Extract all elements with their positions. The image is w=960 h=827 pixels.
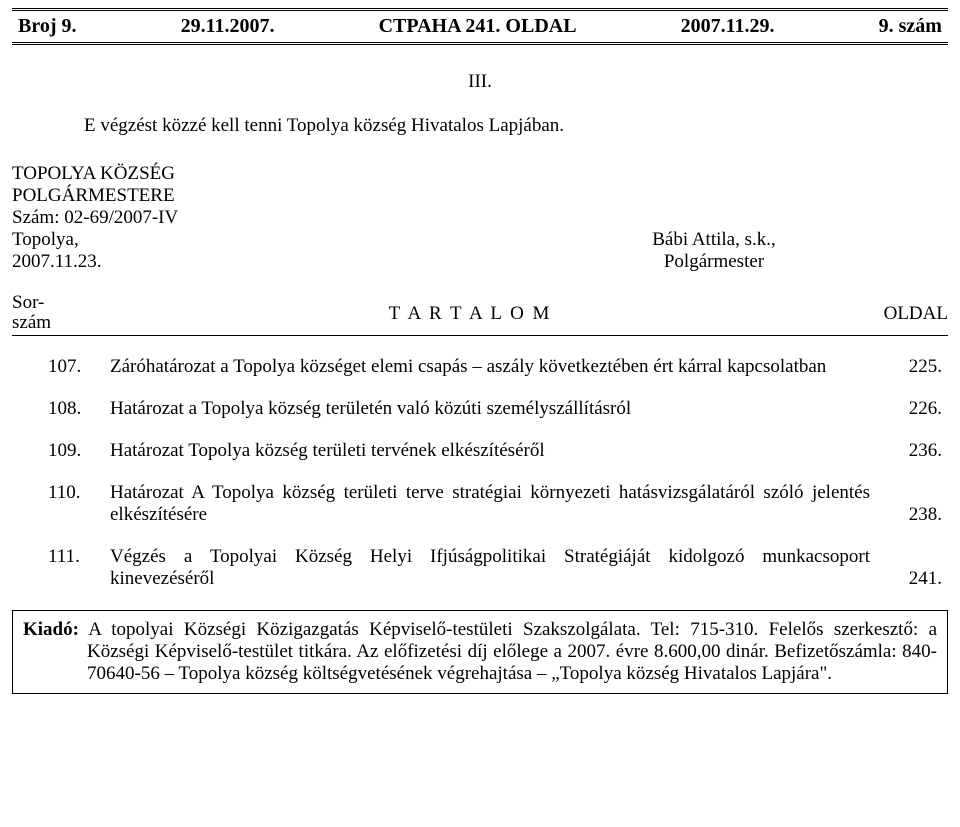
toc-num: 111. xyxy=(48,546,102,590)
issuer-org-2: POLGÁRMESTERE xyxy=(12,185,480,207)
toc-row: 111. Végzés a Topolyai Község Helyi Ifjú… xyxy=(48,546,942,590)
section-number: III. xyxy=(12,71,948,93)
issuer-block: TOPOLYA KÖZSÉG POLGÁRMESTERE Szám: 02-69… xyxy=(12,163,480,273)
toc-page: 226. xyxy=(878,398,942,420)
toc-header-title: T A R T A L O M xyxy=(102,303,838,333)
toc-row: 110. Határozat A Topolya község területi… xyxy=(48,482,942,526)
toc-header-sorszam: Sor- szám xyxy=(12,293,102,333)
toc-text: Végzés a Topolyai Község Helyi Ifjúságpo… xyxy=(110,546,870,590)
toc-page: 236. xyxy=(878,440,942,462)
header-date-left: 29.11.2007. xyxy=(181,15,275,38)
header-left: Broj 9. xyxy=(18,15,77,38)
header-right: 9. szám xyxy=(879,15,942,38)
toc-text: Határozat Topolya község területi tervén… xyxy=(110,440,870,462)
toc-list: 107. Záróhatározat a Topolya községet el… xyxy=(12,356,948,590)
toc-header-sor1: Sor- xyxy=(12,292,44,313)
toc-header-sor2: szám xyxy=(12,312,51,333)
toc-text: Záróhatározat a Topolya községet elemi c… xyxy=(110,356,870,378)
toc-num: 110. xyxy=(48,482,102,526)
toc-text: Határozat a Topolya község területén val… xyxy=(110,398,870,420)
toc-num: 108. xyxy=(48,398,102,420)
issuer-ref: Szám: 02-69/2007-IV xyxy=(12,207,480,229)
signer-block: Bábi Attila, s.k., Polgármester xyxy=(480,229,948,273)
publisher-lead: Kiadó: xyxy=(23,619,79,640)
header-center: CTPAHA 241. OLDAL xyxy=(379,15,577,38)
toc-page: 241. xyxy=(878,568,942,590)
signer-name: Bábi Attila, s.k., xyxy=(480,229,948,251)
toc-num: 107. xyxy=(48,356,102,378)
header-date-right: 2007.11.29. xyxy=(681,15,775,38)
issuer-date: 2007.11.23. xyxy=(12,251,480,273)
toc-text: Határozat A Topolya község területi terv… xyxy=(110,482,870,526)
toc-header-page: OLDAL xyxy=(838,303,948,333)
toc-page: 225. xyxy=(878,356,942,378)
toc-row: 109. Határozat Topolya község területi t… xyxy=(48,440,942,462)
publisher-box: Kiadó: A topolyai Községi Közigazgatás K… xyxy=(12,610,948,694)
toc-header: Sor- szám T A R T A L O M OLDAL xyxy=(12,293,948,336)
issuer-place: Topolya, xyxy=(12,229,480,251)
publisher-body: A topolyai Községi Közigazgatás Képvisel… xyxy=(79,619,937,684)
toc-row: 107. Záróhatározat a Topolya községet el… xyxy=(48,356,942,378)
page-header: Broj 9. 29.11.2007. CTPAHA 241. OLDAL 20… xyxy=(12,8,948,45)
toc-row: 108. Határozat a Topolya község területé… xyxy=(48,398,942,420)
toc-num: 109. xyxy=(48,440,102,462)
signer-title: Polgármester xyxy=(480,251,948,273)
toc-page: 238. xyxy=(878,504,942,526)
issuer-org-1: TOPOLYA KÖZSÉG xyxy=(12,163,480,185)
intro-line: E végzést közzé kell tenni Topolya közsé… xyxy=(84,115,948,137)
